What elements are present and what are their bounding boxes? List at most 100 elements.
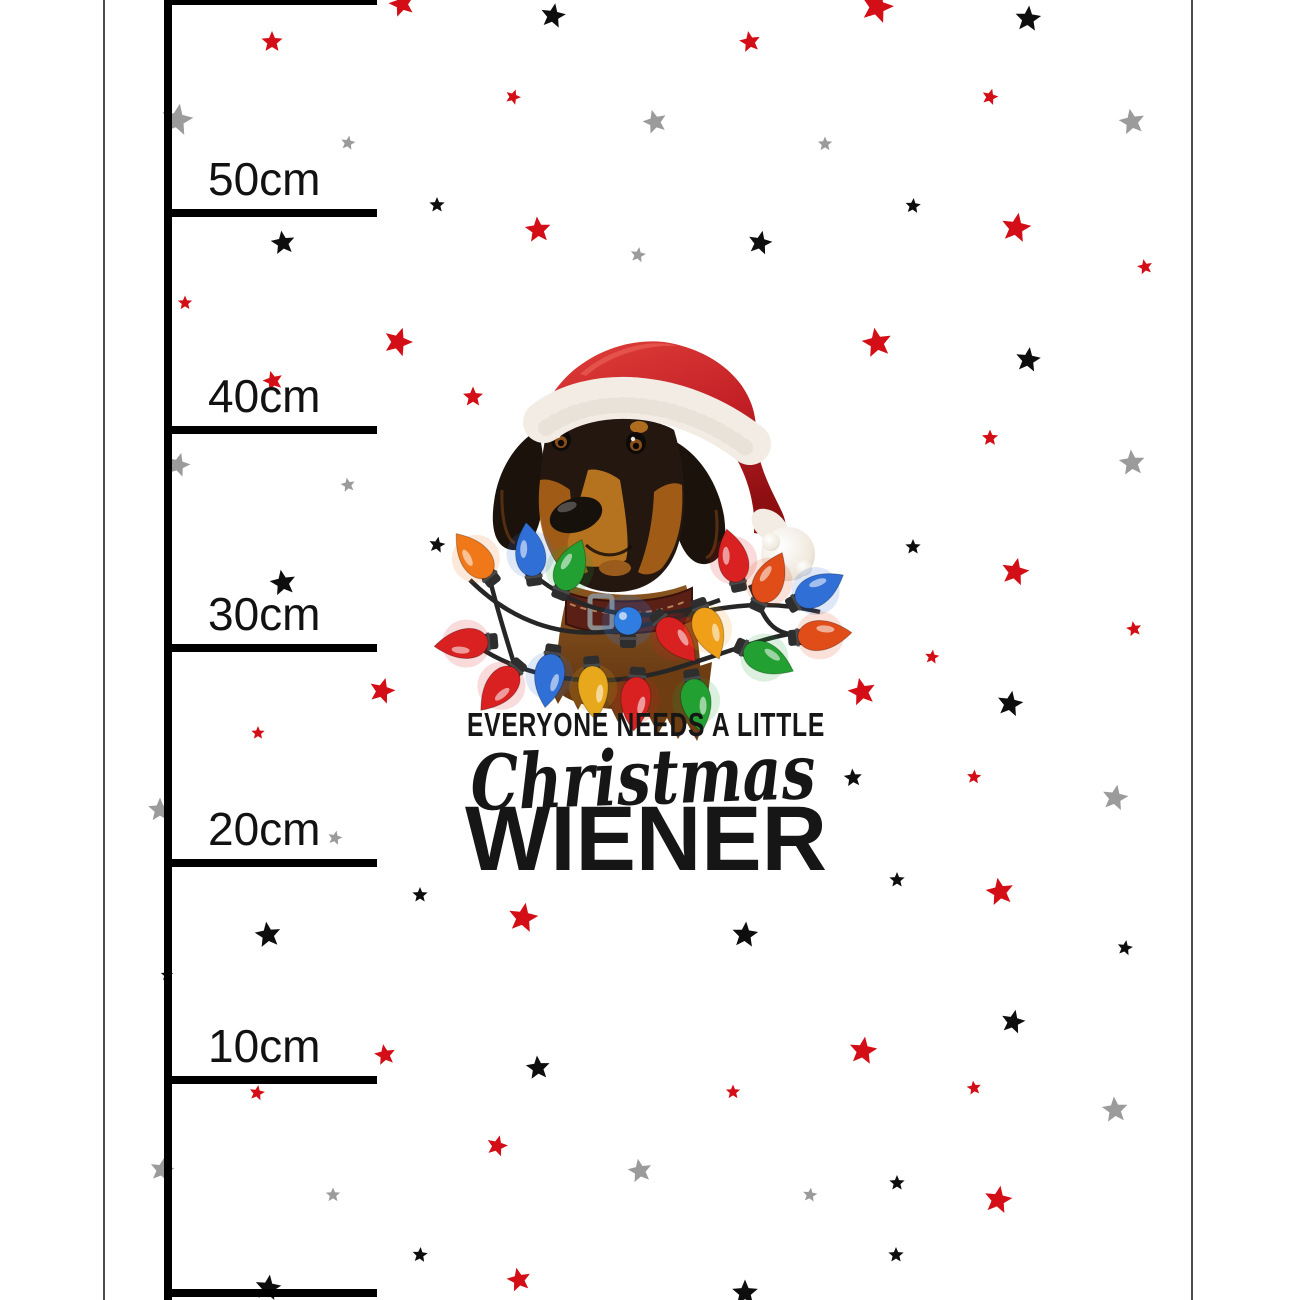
dog-nose bbox=[549, 496, 603, 534]
light-bulb bbox=[672, 668, 721, 734]
ruler-tick bbox=[164, 644, 377, 652]
light-bulb bbox=[787, 611, 853, 660]
pattern-star-gray bbox=[803, 1187, 818, 1202]
pattern-star-black bbox=[843, 768, 862, 787]
christmas-wiener-artwork: EVERYONE NEEDS A LITTLE Christmas WIENER bbox=[433, 341, 853, 890]
light-bulb bbox=[477, 657, 527, 711]
light-bulb bbox=[525, 643, 574, 709]
pattern-star-red bbox=[388, 0, 414, 17]
pattern-star-red bbox=[374, 1044, 395, 1065]
light-bulb bbox=[784, 567, 844, 615]
ruler-label-30cm: 30cm bbox=[208, 588, 321, 640]
pattern-star-black bbox=[1016, 347, 1041, 372]
pattern-star-red bbox=[862, 0, 894, 23]
pattern-star-red bbox=[985, 877, 1013, 906]
pattern-star-black bbox=[270, 230, 295, 255]
pattern-star-gray bbox=[150, 1157, 175, 1182]
pattern-star-red bbox=[966, 1080, 981, 1095]
fabric-edge-line-left bbox=[103, 0, 105, 1300]
pattern-star-black bbox=[1002, 1009, 1026, 1034]
ruler-tick bbox=[164, 0, 377, 5]
pattern-star-black bbox=[998, 690, 1024, 717]
pattern-star-red bbox=[982, 88, 999, 105]
ruler-label-10cm: 10cm bbox=[208, 1020, 321, 1072]
pattern-star-red bbox=[370, 677, 396, 704]
pattern-star-red bbox=[249, 1085, 265, 1101]
pattern-star-red bbox=[1126, 621, 1142, 637]
pattern-star-gray bbox=[167, 452, 191, 477]
ruler-tick bbox=[164, 209, 377, 217]
light-bulb bbox=[433, 619, 499, 668]
light-bulb bbox=[506, 521, 555, 587]
pattern-star-gray bbox=[325, 1187, 341, 1202]
pattern-star-black bbox=[412, 887, 428, 902]
pattern-star-black bbox=[905, 198, 921, 213]
pattern-star-black bbox=[429, 197, 445, 212]
light-bulb bbox=[602, 595, 654, 648]
pattern-star-red bbox=[385, 327, 413, 357]
ruler-tick bbox=[164, 1289, 377, 1297]
pattern-star-gray bbox=[627, 1158, 652, 1183]
pattern-star-black bbox=[269, 569, 295, 596]
pattern-star-red bbox=[861, 327, 891, 357]
pattern-star-red bbox=[1002, 212, 1032, 242]
pattern-star-red bbox=[524, 216, 551, 242]
light-bulb bbox=[545, 538, 594, 602]
pattern-star-gray bbox=[630, 247, 646, 263]
pattern-star-red bbox=[509, 902, 539, 932]
pattern-star-gray bbox=[1118, 108, 1144, 135]
pattern-star-red bbox=[262, 370, 282, 391]
pattern-star-red bbox=[849, 1036, 878, 1064]
ruler-tick bbox=[164, 859, 377, 867]
pattern-star-red bbox=[506, 89, 521, 105]
pattern-star-gray bbox=[328, 830, 343, 845]
ruler-label-20cm: 20cm bbox=[208, 803, 321, 855]
ruler-label-50cm: 50cm bbox=[208, 153, 321, 205]
pattern-star-black bbox=[889, 1175, 905, 1190]
ruler-label-40cm: 40cm bbox=[208, 370, 321, 422]
pattern-star-black bbox=[541, 3, 566, 28]
light-bulb bbox=[709, 528, 758, 593]
pattern-star-black bbox=[889, 872, 905, 887]
light-bulb bbox=[451, 532, 501, 588]
pattern-star-red bbox=[463, 386, 483, 406]
pattern-star-red bbox=[487, 1135, 508, 1157]
christmas-light-bulbs bbox=[433, 521, 853, 734]
caption-line-christmas: Christmas bbox=[469, 727, 817, 828]
light-bulb bbox=[744, 551, 793, 614]
pattern-star-red bbox=[981, 429, 999, 445]
pattern-star-gray bbox=[1103, 784, 1129, 811]
light-bulb bbox=[569, 655, 618, 721]
pattern-star-black bbox=[888, 1247, 904, 1262]
light-bulb bbox=[611, 666, 660, 732]
pattern-star-red bbox=[1002, 557, 1030, 586]
pattern-star-gray bbox=[1118, 449, 1145, 475]
pattern-star-black bbox=[429, 536, 446, 553]
pattern-star-black bbox=[525, 1055, 550, 1079]
pattern-star-red bbox=[506, 1267, 530, 1292]
light-bulb bbox=[649, 608, 699, 662]
pattern-star-red bbox=[1137, 259, 1152, 275]
caption-line-everyone-needs-a-little: EVERYONE NEEDS A LITTLE bbox=[467, 706, 825, 743]
pattern-star-red bbox=[985, 1185, 1013, 1214]
light-bulb bbox=[732, 633, 795, 682]
pattern-star-red bbox=[251, 726, 265, 739]
pattern-star-red bbox=[847, 677, 875, 706]
pattern-star-red bbox=[261, 31, 283, 51]
pattern-star-black bbox=[732, 1279, 758, 1300]
ruler-tick bbox=[164, 1076, 377, 1084]
light-bulb bbox=[684, 596, 733, 660]
pattern-star-black bbox=[254, 921, 281, 947]
pattern-star-red bbox=[925, 649, 940, 664]
caption-line-wiener: WIENER bbox=[465, 788, 827, 890]
pattern-star-black bbox=[1015, 5, 1042, 31]
pattern-star-black bbox=[1117, 940, 1133, 956]
ruler-tick bbox=[164, 426, 377, 434]
pattern-star-black bbox=[412, 1247, 428, 1262]
pattern-star-gray bbox=[341, 135, 356, 150]
pattern-star-red bbox=[177, 295, 193, 310]
pattern-star-red bbox=[725, 1084, 741, 1099]
pattern-star-black bbox=[732, 921, 759, 947]
